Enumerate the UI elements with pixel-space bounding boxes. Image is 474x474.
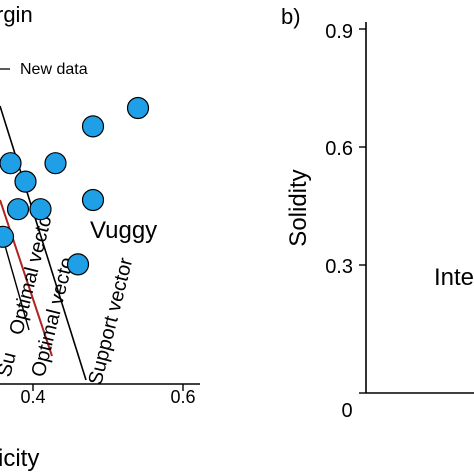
svm-label: Su: [0, 350, 21, 379]
panel-a: 0.4 0.6 icity rgin New data Support vect…: [0, 2, 200, 472]
scatter-point: [6, 198, 30, 221]
scatter-point: [14, 170, 37, 193]
vuggy-label: Vuggy: [90, 217, 157, 244]
margin-label: rgin: [0, 2, 33, 27]
panel-b-y-tick-label-0.3: 0.3: [325, 256, 353, 278]
scatter-point: [81, 115, 105, 138]
scatter-point: [66, 253, 90, 276]
new-data-label: New data: [20, 61, 88, 78]
panel-b-y-tick-label-0: 0: [341, 400, 352, 422]
scatter-point: [0, 152, 22, 175]
scatter-point: [81, 188, 105, 212]
scatter-point: [29, 198, 52, 221]
optimal-vector-line: [0, 199, 53, 357]
panel-b-label: b): [281, 4, 301, 29]
panel-a-x-axis-label: icity: [0, 445, 39, 472]
panel-a-x-tick-label-0.6: 0.6: [170, 387, 195, 407]
support-vector-line: [0, 105, 87, 381]
scatter-point: [126, 96, 150, 120]
panel-a-points: [0, 96, 150, 276]
panel-b-y-tick-label-0.9: 0.9: [325, 21, 353, 43]
panel-b: b) 0.9 0.6 0.3 0 Solidity Inte: [281, 4, 474, 422]
panel-a-x-tick-label-0.4: 0.4: [20, 387, 45, 407]
scatter-point: [44, 152, 67, 175]
support-vector-label: Support vector: [85, 255, 138, 387]
panel-b-y-axis-label: Solidity: [285, 169, 312, 246]
scatter-point: [0, 225, 15, 248]
panel-b-annotation: Inte: [434, 264, 474, 291]
panel-b-y-tick-label-0.6: 0.6: [325, 138, 353, 160]
